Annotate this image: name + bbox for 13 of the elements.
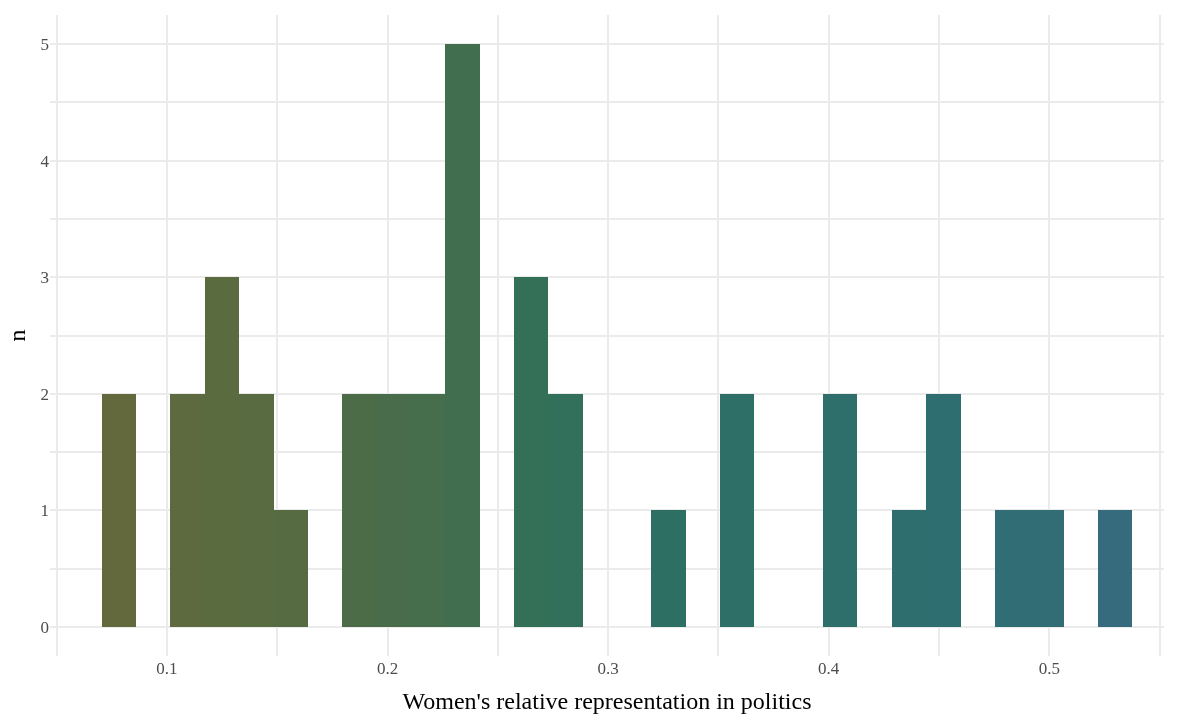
y-tick-label: 1	[40, 501, 49, 521]
y-tick-label: 5	[40, 35, 49, 55]
x-tick-label: 0.3	[597, 659, 619, 678]
y-tick-label: 3	[40, 268, 49, 288]
x-tick-label: 0.4	[818, 659, 840, 678]
y-axis-title: n	[3, 329, 30, 342]
x-tick-label: 0.1	[156, 659, 178, 678]
x-tick-label: 0.2	[376, 659, 399, 678]
x-axis-title: Women's relative representation in politics	[402, 688, 812, 715]
y-tick-label: 2	[40, 384, 49, 404]
y-tick-label: 4	[40, 151, 50, 171]
y-tick-label: 0	[40, 617, 49, 637]
x-tick-label: 0.5	[1038, 659, 1060, 678]
